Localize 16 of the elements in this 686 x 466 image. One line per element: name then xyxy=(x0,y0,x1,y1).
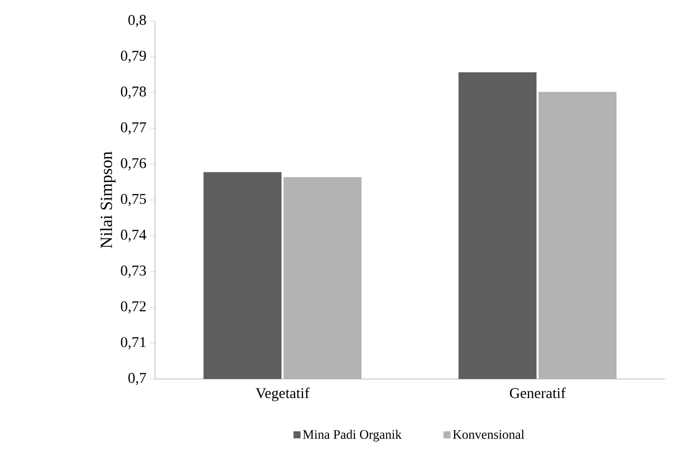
y-axis-title: Nilai Simpson xyxy=(100,152,116,248)
y-tick-label: 0,76 xyxy=(120,158,146,170)
y-tick-label: 0,75 xyxy=(120,194,146,206)
y-tick-label: 0,71 xyxy=(120,337,146,350)
y-tick-label: 0,8 xyxy=(128,14,146,28)
y-tick-label: 0,78 xyxy=(120,86,146,99)
x-tick-label: Generatif xyxy=(510,388,566,398)
y-tick-label: 0,74 xyxy=(120,230,146,242)
x-tick-label: Vegetatif xyxy=(256,388,310,402)
y-tick-label: 0,72 xyxy=(120,301,146,314)
legend-label: Mina Padi Organik xyxy=(302,430,402,442)
y-tick-label: 0,77 xyxy=(120,122,146,135)
y-tick-label: 0,79 xyxy=(120,50,146,63)
y-tick-label: 0,7 xyxy=(128,372,146,386)
legend-label: Konvensional xyxy=(452,430,524,439)
y-tick-label: 0,73 xyxy=(120,265,146,278)
